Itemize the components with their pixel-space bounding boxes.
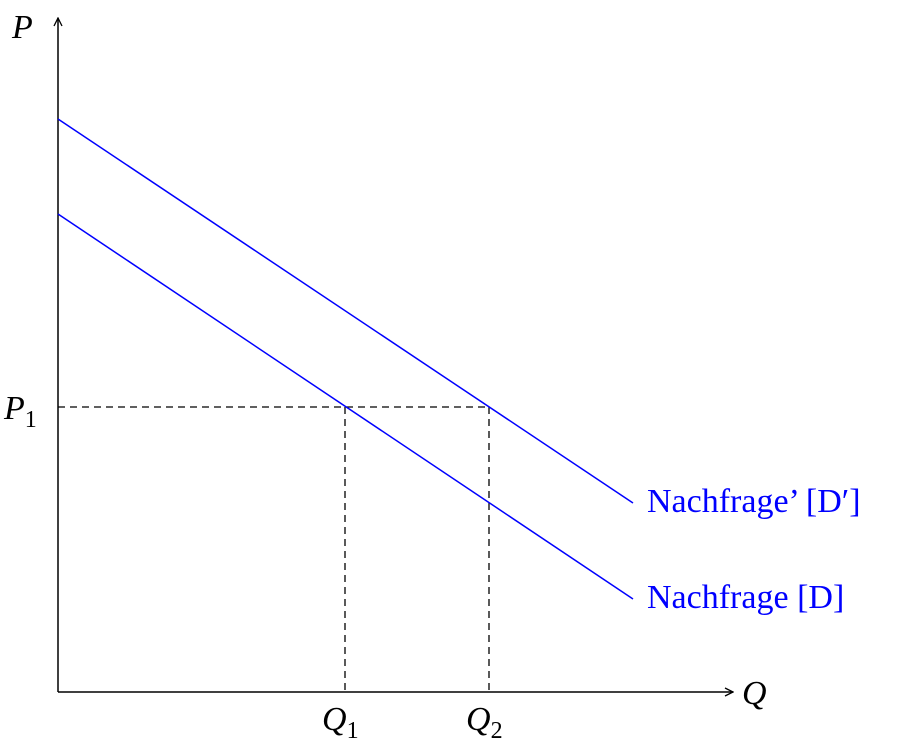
curve-label: Nachfrage’ [D′] [647,483,861,520]
guide-lines [58,406,490,692]
curve-symbol: [D] [797,579,844,616]
curve-label: Nachfrage [D] [647,579,844,616]
quantity-label: Q1 [322,701,359,744]
curve-name: Nachfrage [647,579,789,616]
quantity-label-base: Q [322,701,347,738]
y-axis-label: P [11,9,33,46]
price-label-base: P [3,390,25,427]
x-axis-label: Q [742,675,767,712]
quantity-label-sub: 2 [491,718,503,744]
demand-curve-shifted [57,118,634,504]
quantity-label: Q2 [466,701,503,744]
quantity-label-base: Q [466,701,491,738]
price-label: P1 [3,390,37,433]
quantity-label-sub: 1 [347,718,359,744]
curve-symbol: [D′] [806,483,861,520]
demand-curve [57,213,634,600]
price-label-sub: 1 [25,407,37,433]
curve-name: Nachfrage’ [647,483,798,520]
